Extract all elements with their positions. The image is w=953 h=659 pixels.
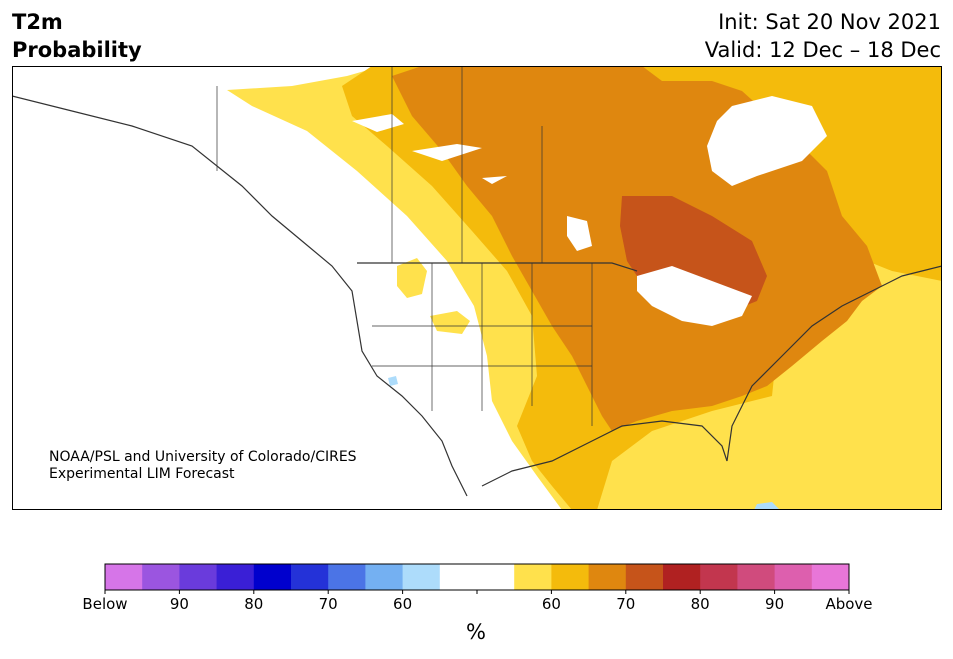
colorbar-swatch [105, 564, 143, 590]
canada-us-border [357, 262, 638, 272]
probability-colorbar: Below 90 80 70 60 60 70 80 90 Above [0, 555, 953, 655]
colorbar-tick-label: 60 [393, 595, 412, 613]
colorbar-tick-label: 90 [170, 595, 189, 613]
region-prob-60-patch-a [397, 258, 427, 298]
data-credit: NOAA/PSL and University of Colorado/CIRE… [49, 449, 357, 483]
colorbar-swatch [179, 564, 218, 590]
forecast-map [12, 66, 942, 510]
colorbar-swatch [142, 564, 180, 590]
colorbar-unit: % [466, 620, 486, 644]
colorbar-swatch [700, 564, 738, 590]
colorbar-swatch [737, 564, 776, 590]
gulf-coastline [481, 420, 728, 487]
colorbar-swatch [774, 564, 813, 590]
colorbar-swatch [439, 564, 478, 590]
hudson-bay [707, 96, 827, 186]
colorbar-swatch [253, 564, 292, 590]
colorbar-swatch [625, 564, 664, 590]
colorbar-tick-label: 80 [244, 595, 263, 613]
colorbar-swatch [514, 564, 552, 590]
colorbar-swatch [551, 564, 590, 590]
colorbar-tick-label: 60 [542, 595, 561, 613]
valid-period: Valid: 12 Dec – 18 Dec [704, 38, 941, 62]
region-prob-60-patch-b [430, 311, 470, 334]
pacific-coastline [12, 95, 468, 497]
colorbar-swatch [477, 564, 515, 590]
credit-line-2: Experimental LIM Forecast [49, 466, 235, 482]
colorbar-swatch [811, 564, 850, 590]
colorbar-swatch [291, 564, 329, 590]
colorbar-swatch [365, 564, 404, 590]
credit-line-1: NOAA/PSL and University of Colorado/CIRE… [49, 449, 357, 465]
colorbar-swatch [216, 564, 255, 590]
colorbar-tick-label: 70 [319, 595, 338, 613]
region-prob-below-60-west [388, 376, 398, 386]
colorbar-tick-label: Below [82, 595, 127, 613]
colorbar-swatch [588, 564, 627, 590]
forecast-dates: Init: Sat 20 Nov 2021 Valid: 12 Dec – 18… [705, 8, 941, 64]
init-date: Init: Sat 20 Nov 2021 [718, 10, 941, 34]
colorbar-tick-label: Above [825, 595, 872, 613]
great-lakes [637, 266, 752, 326]
interior-boundaries [216, 66, 593, 426]
western-lakes [352, 114, 592, 251]
colorbar-swatch [328, 564, 366, 590]
colorbar-swatch [402, 564, 441, 590]
title-variable: T2m [12, 10, 63, 34]
region-prob-below-60-caribbean [754, 502, 780, 510]
colorbar-swatch [663, 564, 701, 590]
map-title: T2m Probability [12, 8, 142, 64]
colorbar-tick-label: 70 [616, 595, 635, 613]
colorbar-tick-label: 80 [691, 595, 710, 613]
atlantic-coastline [726, 265, 942, 462]
colorbar-tick-label: 90 [765, 595, 784, 613]
title-probability: Probability [12, 38, 142, 62]
